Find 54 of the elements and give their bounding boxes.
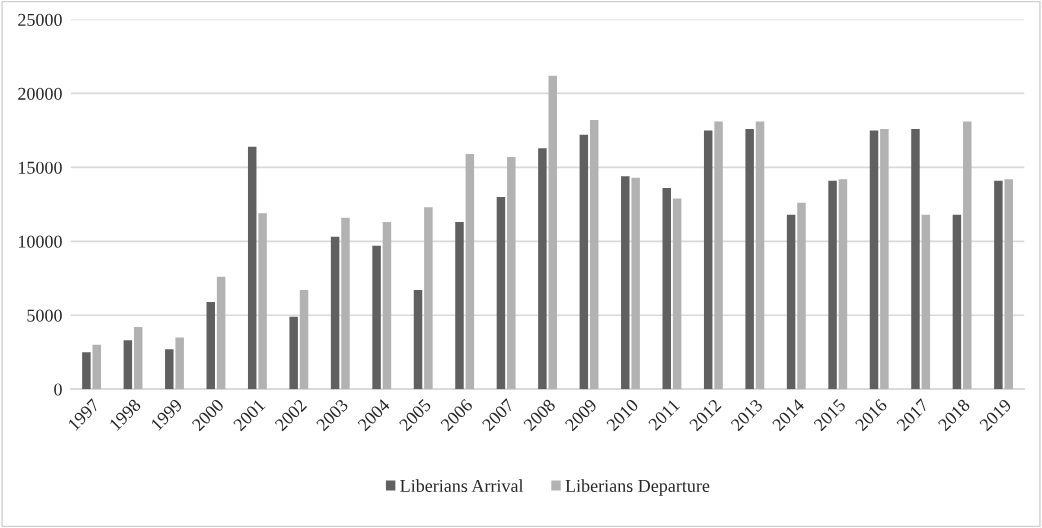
bar (662, 188, 671, 390)
bar (247, 146, 257, 390)
bar (165, 349, 174, 390)
bar (507, 157, 516, 390)
bar (828, 180, 837, 390)
bar (424, 207, 433, 390)
bar (672, 198, 682, 390)
bar (123, 340, 133, 390)
bar (631, 177, 640, 390)
bar (911, 128, 920, 390)
bar (206, 301, 216, 390)
bar (589, 120, 599, 390)
y-tick-label: 10000 (18, 235, 62, 248)
bar (838, 179, 848, 390)
y-tick-label: 0 (54, 383, 62, 396)
bar (786, 214, 796, 390)
bar (538, 148, 547, 390)
bar (994, 180, 1003, 390)
bar (869, 130, 879, 390)
bar (963, 121, 972, 390)
bar (1004, 179, 1013, 390)
bar (299, 290, 309, 390)
bar (579, 134, 589, 390)
bar (216, 276, 226, 390)
bar (548, 75, 557, 390)
y-tick-label: 20000 (18, 87, 62, 100)
y-tick-label: 15000 (18, 161, 62, 174)
bar (413, 290, 423, 390)
bar (372, 245, 381, 390)
bar (755, 121, 765, 390)
bar (92, 344, 102, 390)
y-tick-label: 5000 (27, 309, 62, 322)
bar (714, 121, 723, 390)
bar (133, 327, 143, 390)
bar (465, 154, 475, 390)
bar (455, 222, 464, 390)
bar (382, 222, 392, 390)
bar (82, 352, 91, 390)
bar (921, 214, 931, 390)
bar (703, 130, 713, 390)
bar (496, 196, 506, 390)
bar (952, 214, 962, 390)
legend-label: Liberians Departure (565, 479, 710, 496)
bar (289, 316, 298, 390)
bar (330, 236, 340, 390)
bar (621, 176, 630, 390)
bar (797, 202, 806, 390)
legend-label: Liberians Arrival (400, 479, 524, 493)
bar (175, 337, 184, 390)
bar (880, 128, 889, 390)
bar (341, 217, 350, 390)
y-tick-label: 25000 (18, 13, 62, 26)
bar (745, 128, 754, 390)
bar (258, 213, 267, 390)
